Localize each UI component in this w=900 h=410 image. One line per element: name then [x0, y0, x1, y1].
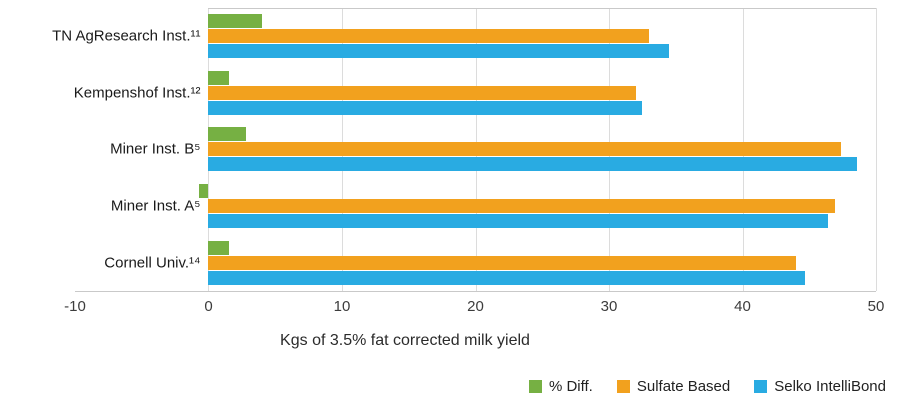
- bars-container: [75, 121, 876, 178]
- legend: % Diff. Sulfate Based Selko IntelliBond: [528, 378, 886, 395]
- legend-label: Selko IntelliBond: [774, 378, 886, 395]
- category-label: TN AgResearch Inst.¹¹: [52, 27, 201, 45]
- plot-area: TN AgResearch Inst.¹¹ Kempenshof Inst.¹² M…: [52, 8, 877, 292]
- x-axis-label: Kgs of 3.5% fat corrected milk yield: [280, 332, 530, 349]
- bar-selko-intellibond: [208, 214, 828, 229]
- bar-sulfate-based: [208, 199, 835, 214]
- bar-sulfate-based: [208, 85, 636, 100]
- bars-container: [75, 234, 876, 291]
- bar-sulfate-based: [208, 255, 796, 270]
- x-tick-label: -10: [64, 298, 86, 315]
- bar-sulfate-based: [208, 29, 650, 44]
- bar-diff: [208, 240, 229, 255]
- category-label: Miner Inst. A⁵: [110, 197, 201, 215]
- bar-selko-intellibond: [208, 44, 670, 59]
- bar-sulfate-based: [208, 142, 842, 157]
- plot-top-border: [208, 8, 876, 9]
- category-label: Miner Inst. B⁵: [110, 140, 201, 158]
- bars-container: [75, 8, 876, 65]
- bar-selko-intellibond: [208, 157, 858, 172]
- bar-selko-intellibond: [208, 100, 643, 115]
- x-tick-label: 20: [467, 298, 484, 315]
- bar-group: Miner Inst. B⁵: [75, 121, 876, 178]
- x-tick-label: 30: [600, 298, 618, 315]
- category-label: Cornell Univ.¹⁴: [104, 254, 201, 272]
- bar-group: TN AgResearch Inst.¹¹: [52, 8, 876, 65]
- bar-diff: [208, 14, 262, 29]
- legend-label: % Diff.: [548, 378, 593, 395]
- bar-diff: [199, 184, 209, 199]
- x-axis-ticks: -10 0 10 20 30 40 50: [64, 298, 884, 316]
- legend-swatch-sulfate-based: [616, 380, 630, 393]
- legend-swatch-diff: [528, 380, 542, 393]
- legend-item-diff: % Diff.: [528, 378, 593, 395]
- x-tick-label: 10: [333, 298, 351, 315]
- bar-selko-intellibond: [208, 270, 806, 285]
- bars-container: [75, 178, 876, 235]
- bars-container: [75, 65, 876, 122]
- gridline: [876, 8, 877, 291]
- x-tick-label: 40: [734, 298, 751, 315]
- bar-group: Miner Inst. A⁵: [75, 178, 876, 235]
- x-tick-label: 50: [867, 298, 885, 315]
- bar-group: Cornell Univ.¹⁴: [75, 234, 876, 291]
- legend-swatch-selko-intellibond: [754, 380, 768, 393]
- bar-diff: [208, 70, 229, 85]
- category-label: Kempenshof Inst.¹²: [73, 84, 201, 102]
- bar-group: Kempenshof Inst.¹²: [73, 65, 876, 122]
- legend-label: Sulfate Based: [636, 378, 731, 395]
- x-tick-label: 0: [204, 298, 213, 315]
- bar-diff: [208, 127, 246, 142]
- legend-item-sulfate-based: Sulfate Based: [616, 378, 731, 395]
- legend-item-selko-intellibond: Selko IntelliBond: [754, 378, 886, 395]
